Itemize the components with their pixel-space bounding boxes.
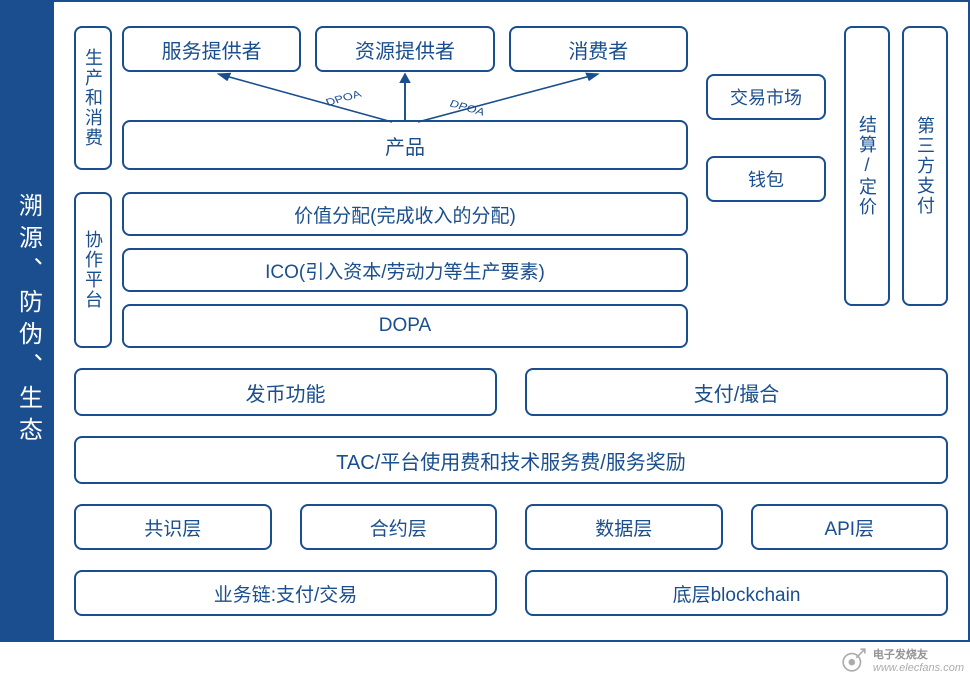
collab-row-value-dist: 价值分配(完成收入的分配) [122,192,688,236]
top-zone: 生产和消费 服务提供者 资源提供者 消费者 [74,26,948,348]
watermark-line2: www.elecfans.com [873,662,964,674]
market-column: 交易市场 钱包 [706,26,826,348]
blockchain-box: 底层blockchain [525,570,948,616]
wallet-box: 钱包 [706,156,826,202]
actors-row: 服务提供者 资源提供者 消费者 [122,26,688,72]
collab-rows: 价值分配(完成收入的分配) ICO(引入资本/劳动力等生产要素) DOPA [122,192,688,348]
actor-consumer: 消费者 [509,26,688,72]
watermark: 电子发烧友 www.elecfans.com [841,646,964,674]
actor-resource-provider: 资源提供者 [315,26,494,72]
production-content: 服务提供者 资源提供者 消费者 [122,26,688,170]
collab-block: 协作平台 价值分配(完成收入的分配) ICO(引入资本/劳动力等生产要素) DO… [74,192,688,348]
settlement-pricing-bar: 结算/定价 [844,26,890,306]
production-block: 生产和消费 服务提供者 资源提供者 消费者 [74,26,688,170]
product-box: 产品 [122,120,688,170]
business-chain-box: 业务链:支付/交易 [74,570,497,616]
thirdparty-payment-bar: 第三方支付 [902,26,948,306]
coin-issuance-box: 发币功能 [74,368,497,416]
consensus-layer: 共识层 [74,504,272,550]
watermark-line1: 电子发烧友 [873,646,964,662]
dpoa-left-label: DPOA [324,89,363,109]
bottom-row: 业务链:支付/交易 底层blockchain [74,570,948,616]
collab-row-dopa: DOPA [122,304,688,348]
left-rail-text: 溯源、防伪、生态 [11,193,46,449]
left-stack: 生产和消费 服务提供者 资源提供者 消费者 [74,26,688,348]
collab-vlabel: 协作平台 [74,192,112,348]
diagram-root: 溯源、防伪、生态 生产和消费 服务提供者 资源提供者 消费者 [0,0,970,642]
layers-row: 共识层 合约层 数据层 API层 [74,504,948,550]
issuance-payment-row: 发币功能 支付/撮合 [74,368,948,416]
tac-box: TAC/平台使用费和技术服务费/服务奖励 [74,436,948,484]
production-vlabel: 生产和消费 [74,26,112,170]
dpoa-right-label: DPOA [448,99,487,119]
collab-row-ico: ICO(引入资本/劳动力等生产要素) [122,248,688,292]
payment-matching-box: 支付/撮合 [525,368,948,416]
watermark-icon [841,647,867,673]
main-area: 生产和消费 服务提供者 资源提供者 消费者 [54,2,968,640]
api-layer: API层 [751,504,949,550]
data-layer: 数据层 [525,504,723,550]
left-rail: 溯源、防伪、生态 [2,2,54,640]
actor-service-provider: 服务提供者 [122,26,301,72]
watermark-text: 电子发烧友 www.elecfans.com [873,646,964,674]
trade-market-box: 交易市场 [706,74,826,120]
arrows-svg: DPOA DPOA [122,66,688,126]
contract-layer: 合约层 [300,504,498,550]
right-vertical-bars: 结算/定价 第三方支付 [844,26,948,348]
